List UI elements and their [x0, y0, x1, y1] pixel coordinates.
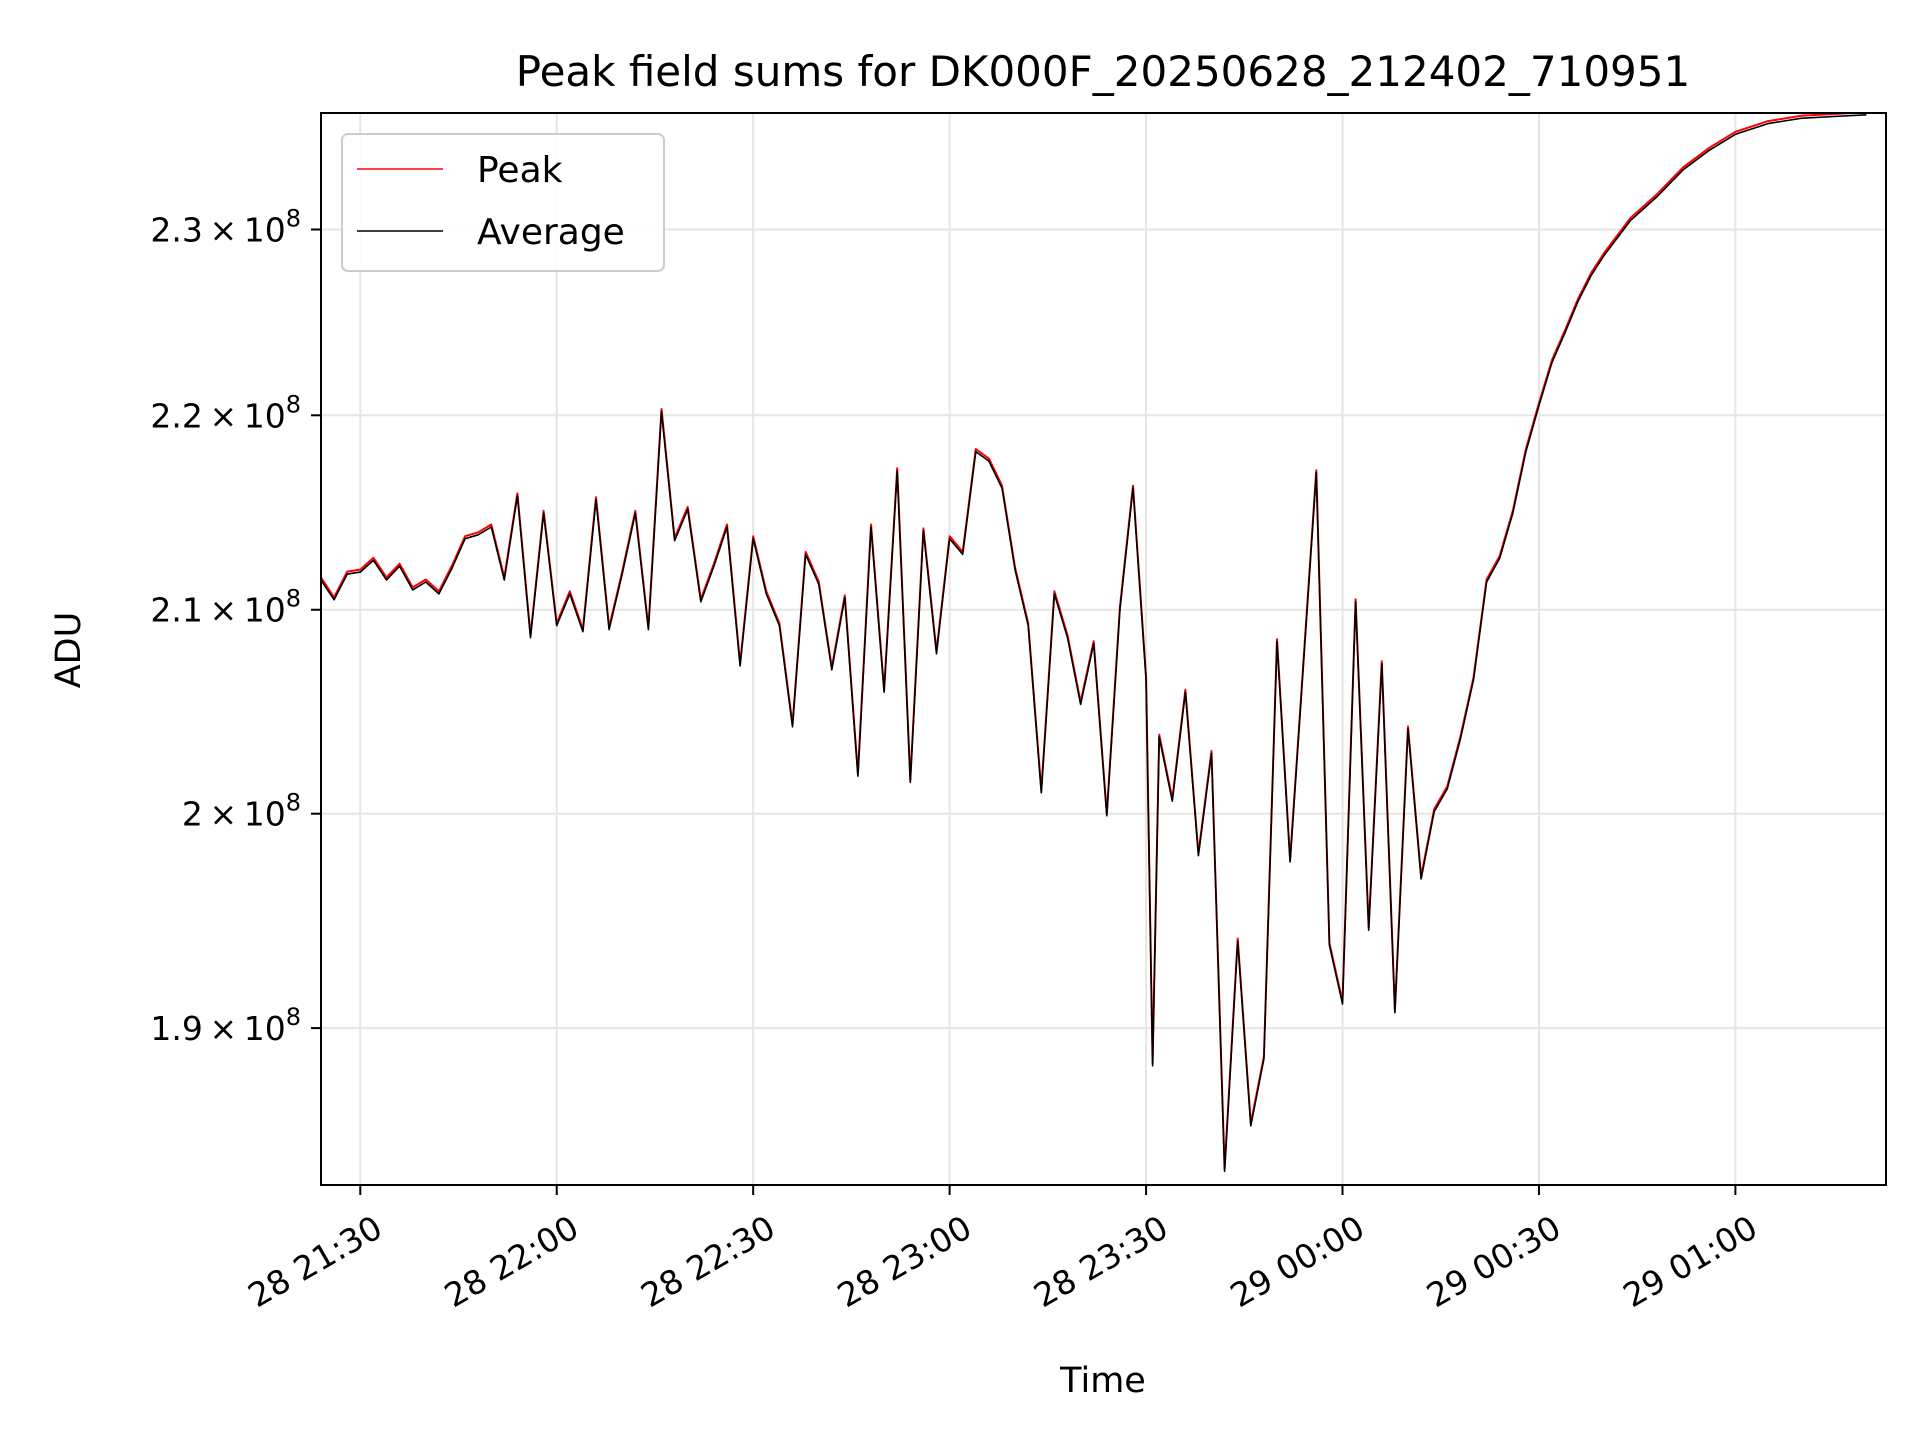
- y-axis-title: ADU: [49, 612, 89, 689]
- y-tick-mantissa: 2.2: [150, 396, 202, 435]
- y-tick-exponent: 8: [286, 585, 301, 613]
- chart-title: Peak field sums for DK000F_20250628_2124…: [516, 47, 1690, 96]
- y-tick-label: 2.3 × 108: [150, 204, 301, 249]
- y-tick-mantissa: 2.1: [150, 591, 202, 630]
- y-tick-mantissa: 2: [182, 795, 203, 834]
- y-tick-times: × 10: [203, 795, 286, 834]
- y-tick-label: 2.2 × 108: [150, 390, 301, 435]
- plot-frame: [320, 112, 1887, 1186]
- y-tick-label: 2.1 × 108: [150, 585, 301, 630]
- y-tick-exponent: 8: [286, 204, 301, 232]
- grid: [321, 113, 1886, 1185]
- y-tick-exponent: 8: [286, 1003, 301, 1031]
- series-line-average: [321, 114, 1867, 1173]
- y-tick-times: × 10: [203, 1009, 286, 1048]
- legend: Peak Average: [341, 133, 665, 272]
- plot-area: [321, 113, 1867, 1173]
- y-tick-mantissa: 1.9: [150, 1009, 202, 1048]
- x-axis-title: Time: [1059, 1361, 1146, 1401]
- legend-label-peak: Peak: [477, 150, 563, 191]
- y-tick-times: × 10: [203, 591, 286, 630]
- y-tick-times: × 10: [203, 210, 286, 249]
- legend-label-average: Average: [477, 212, 625, 253]
- y-tick-label: 1.9 × 108: [150, 1003, 301, 1048]
- y-tick-mantissa: 2.3: [150, 210, 202, 249]
- y-tick-exponent: 8: [286, 390, 301, 418]
- y-tick-label: 2 × 108: [182, 789, 301, 834]
- y-tick-times: × 10: [203, 396, 286, 435]
- y-tick-exponent: 8: [286, 789, 301, 817]
